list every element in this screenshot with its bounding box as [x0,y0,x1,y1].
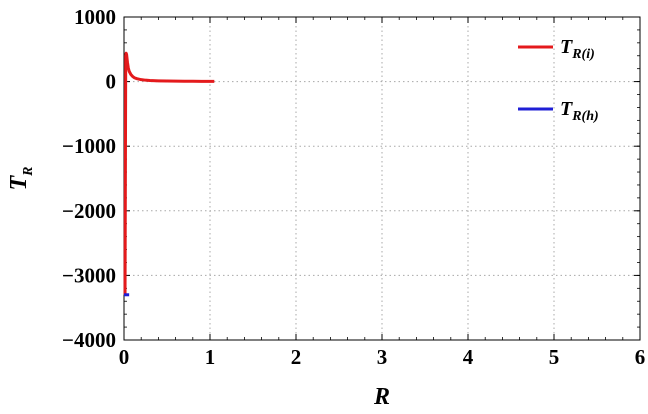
y-tick-label: −2000 [62,199,116,223]
y-axis-label: TR [6,166,36,190]
y-tick-label: 0 [106,70,117,94]
y-tick-label: −4000 [62,328,116,352]
series-layer [123,51,215,297]
tick-marks [123,16,641,341]
legend-label-t-r-i: TR(i) [560,36,595,62]
x-tick-label: 4 [463,345,474,369]
x-tick-labels: 0 1 2 3 4 5 6 [119,345,646,369]
grid [124,17,640,340]
x-tick-label: 1 [205,345,216,369]
x-tick-label: 5 [549,345,560,369]
x-tick-label: 6 [635,345,646,369]
x-axis-label: R [373,384,390,410]
legend-label-t-r-h: TR(h) [560,98,599,124]
series-line-t-r-i [123,51,215,295]
y-tick-label: 1000 [74,5,116,29]
legend: TR(i) TR(h) [518,36,599,124]
y-tick-labels: 1000 0 −1000 −2000 −3000 −4000 [62,5,116,352]
x-tick-label: 2 [291,345,302,369]
y-tick-label: −1000 [62,134,116,158]
x-tick-label: 0 [119,345,130,369]
x-tick-label: 3 [377,345,388,369]
y-tick-label: −3000 [62,263,116,287]
